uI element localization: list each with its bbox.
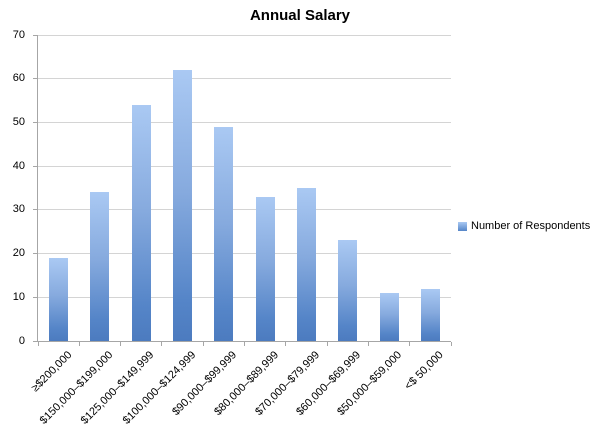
bar-3 [131, 104, 151, 341]
y-tick-label: 50 [12, 115, 25, 128]
y-axis-tick [33, 34, 38, 36]
bar-4 [173, 69, 193, 341]
x-axis-tick [285, 342, 287, 346]
gridline [38, 78, 451, 80]
bar-8 [338, 240, 358, 341]
y-tick-label: 0 [18, 334, 25, 347]
y-axis-tick [33, 121, 38, 123]
gridline [38, 121, 451, 123]
bar-6 [255, 196, 275, 341]
legend-label: Number of Respondents [471, 220, 591, 232]
y-tick-label: 10 [12, 290, 25, 303]
y-axis-tick [33, 78, 38, 80]
x-axis-tick [367, 342, 369, 346]
y-axis-tick [33, 296, 38, 298]
y-axis-tick [33, 253, 38, 255]
y-axis-tick [33, 165, 38, 167]
x-axis-tick [161, 342, 163, 346]
y-tick-label: 40 [12, 159, 25, 172]
gridline [38, 34, 451, 36]
gridline [38, 165, 451, 167]
y-axis-tick [33, 209, 38, 211]
bar-9 [379, 292, 399, 341]
bar-1 [49, 257, 69, 341]
x-tick-label: $150,000–$199,000 [37, 349, 116, 427]
y-axis-tick [33, 340, 38, 342]
x-tick-label: $100,000–$124,999 [120, 349, 199, 427]
y-tick-label: 70 [12, 28, 25, 41]
x-axis-tick [78, 342, 80, 346]
legend-swatch-icon [458, 221, 467, 231]
chart-title: Annual Salary [249, 7, 351, 24]
x-axis-tick [409, 342, 411, 346]
legend: Number of Respondents [458, 220, 590, 232]
gridline [38, 209, 451, 211]
bar-10 [420, 288, 440, 341]
x-axis-tick [202, 342, 204, 346]
y-tick-label: 60 [12, 72, 25, 85]
x-axis-tick [450, 342, 452, 346]
x-tick-label: $125,000–$149,999 [79, 349, 157, 427]
x-axis-tick [37, 342, 39, 346]
gridline [38, 296, 451, 298]
x-axis-tick [120, 342, 122, 346]
bar-5 [214, 126, 234, 341]
bar-2 [90, 192, 110, 341]
x-axis-tick [326, 342, 328, 346]
bar-7 [296, 188, 316, 341]
y-tick-label: 30 [12, 203, 25, 216]
x-tick-label: <$ 50,000 [402, 349, 446, 393]
gridline [38, 253, 451, 255]
plot-area [33, 34, 452, 346]
x-axis-tick [244, 342, 245, 346]
y-tick-label: 20 [12, 247, 25, 260]
